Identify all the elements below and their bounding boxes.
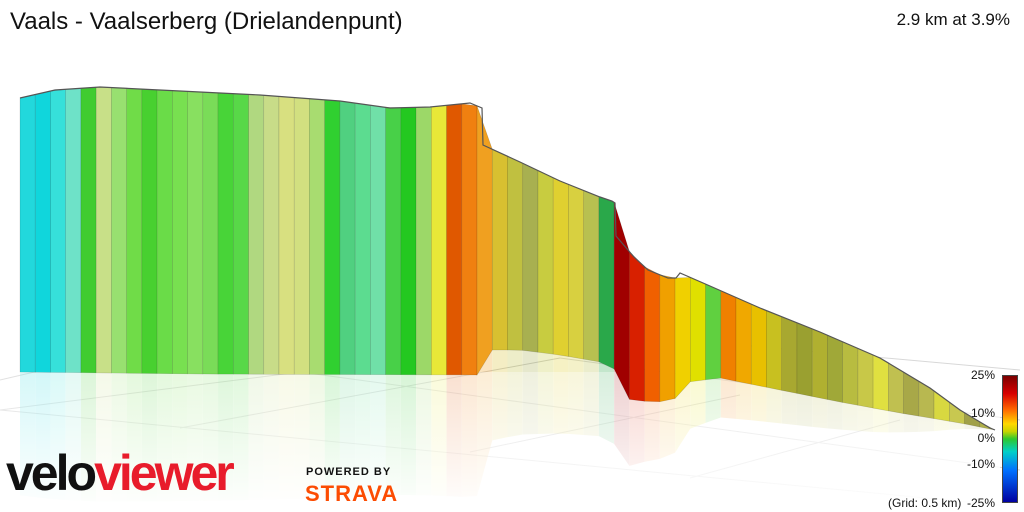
profile-segment	[309, 98, 325, 375]
profile-segment	[766, 310, 783, 391]
profile-segment	[781, 316, 798, 394]
profile-segment	[720, 290, 737, 382]
veloviewer-logo[interactable]: veloviewer	[6, 445, 235, 501]
profile-segment	[598, 196, 615, 370]
profile-segment	[415, 106, 432, 376]
chart-title: Vaals - Vaalserberg (Drielandenpunt)	[10, 8, 403, 35]
profile-segment	[34, 90, 51, 373]
profile-segment	[674, 277, 691, 400]
profile-segment	[126, 88, 143, 374]
profile-segment	[842, 341, 859, 406]
grid-note: (Grid: 0.5 km)	[888, 496, 962, 510]
profile-segment	[507, 155, 524, 351]
profile-segment	[400, 107, 417, 376]
legend-tick-0: 0%	[977, 431, 995, 445]
profile-segment	[232, 93, 249, 375]
gradient-color-scale	[1002, 375, 1018, 503]
profile-segment	[263, 94, 280, 375]
profile-segment	[278, 96, 295, 375]
profile-segment	[583, 190, 600, 363]
powered-by-label: POWERED BY	[306, 466, 392, 478]
profile-segment	[248, 94, 265, 375]
profile-segment	[537, 170, 554, 355]
profile-segment	[370, 104, 386, 375]
profile-segment	[629, 250, 645, 402]
legend-tick-max: 25%	[970, 368, 995, 382]
profile-outline	[19, 86, 996, 431]
profile-segment	[872, 354, 889, 412]
profile-segment	[19, 94, 36, 373]
logo-velo: velo	[6, 445, 97, 501]
profile-segment	[735, 296, 752, 385]
profile-segment	[339, 100, 356, 375]
profile-segment	[202, 91, 219, 375]
profile-wall	[19, 86, 996, 431]
profile-segment	[750, 303, 767, 388]
strava-logo[interactable]: STRAVA	[305, 481, 399, 506]
logo-viewer: viewer	[94, 445, 235, 501]
profile-segment	[552, 177, 569, 357]
profile-segment	[385, 107, 402, 376]
profile-segment	[187, 91, 204, 375]
profile-segment	[80, 86, 97, 374]
profile-segment	[217, 92, 234, 375]
profile-segment	[857, 347, 874, 409]
profile-segment	[690, 277, 706, 383]
profile-segment	[95, 86, 112, 374]
profile-segment	[811, 328, 828, 400]
profile-segment	[827, 334, 843, 403]
legend-tick-10: 10%	[970, 406, 995, 420]
profile-segment	[431, 105, 447, 376]
profile-segment	[644, 266, 661, 403]
profile-segment	[354, 102, 371, 375]
legend-tick-neg10: -10%	[966, 457, 995, 471]
profile-segment	[522, 162, 539, 353]
profile-segment	[568, 183, 584, 360]
profile-segment	[65, 87, 82, 373]
profile-segment	[446, 103, 463, 376]
profile-segment	[156, 89, 173, 374]
climb-summary: 2.9 km at 3.9%	[896, 10, 1010, 29]
profile-segment	[705, 283, 722, 381]
profile-segment	[111, 87, 127, 374]
profile-segment	[491, 148, 508, 351]
profile-segment	[324, 99, 341, 375]
profile-segment	[659, 274, 676, 403]
profile-segment	[461, 103, 478, 376]
profile-segment	[293, 97, 310, 375]
profile-segment	[172, 90, 188, 375]
profile-segment	[796, 322, 813, 397]
profile-segment	[141, 88, 158, 374]
legend-tick-min: -25%	[966, 496, 995, 510]
profile-segment	[50, 88, 67, 373]
